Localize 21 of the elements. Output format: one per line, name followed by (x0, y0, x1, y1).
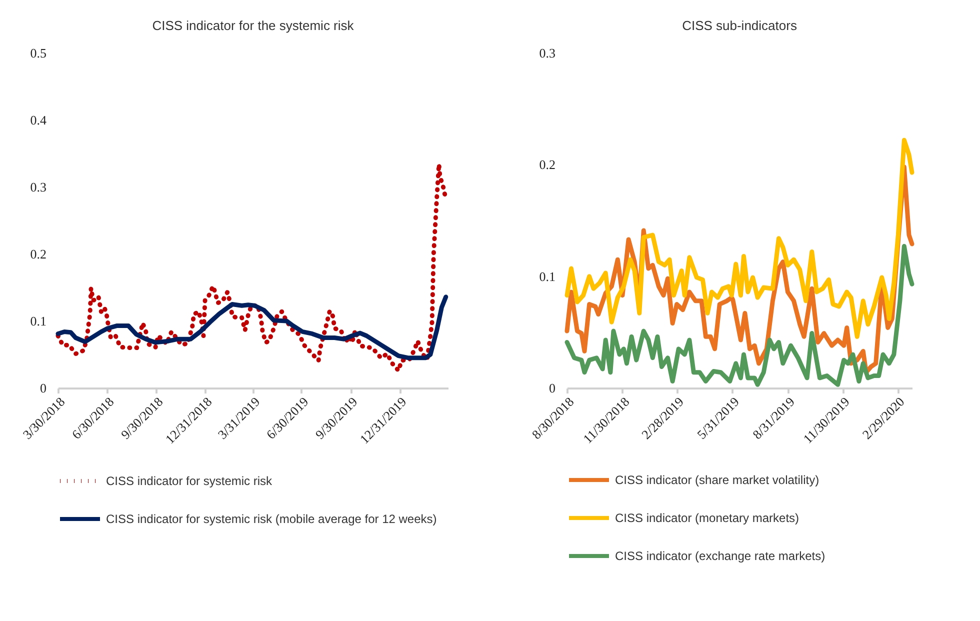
line-series (56, 294, 448, 360)
line-series (564, 244, 914, 387)
legend-label: CISS indicator for systemic risk (mobile average for 12 weeks) (106, 512, 437, 526)
line-series (56, 162, 448, 373)
y-tick-label: 0.5 (30, 46, 46, 60)
chart-title: CISS indicator for the systemic risk (152, 18, 354, 33)
y-tick-label: 0.3 (539, 46, 556, 60)
y-tick-label: 0.2 (539, 157, 556, 172)
y-tick-label: 0 (40, 380, 46, 396)
y-tick-label: 0 (549, 380, 556, 396)
y-tick-label: 0.3 (30, 180, 46, 194)
y-tick-label: 0.1 (30, 314, 46, 328)
legend-label: CISS indicator (share market volatility) (615, 473, 820, 487)
legend-label: CISS indicator (exchange rate markets) (615, 549, 826, 563)
y-tick-label: 0.1 (539, 268, 556, 284)
y-tick-label: 0.4 (30, 112, 47, 128)
line-series (564, 138, 914, 339)
chart-title: CISS sub-indicators (682, 18, 798, 33)
legend-label: CISS indicator (monetary markets) (615, 511, 800, 525)
y-tick-label: 0.2 (30, 246, 46, 262)
legend-label: CISS indicator for systemic risk (106, 474, 274, 488)
